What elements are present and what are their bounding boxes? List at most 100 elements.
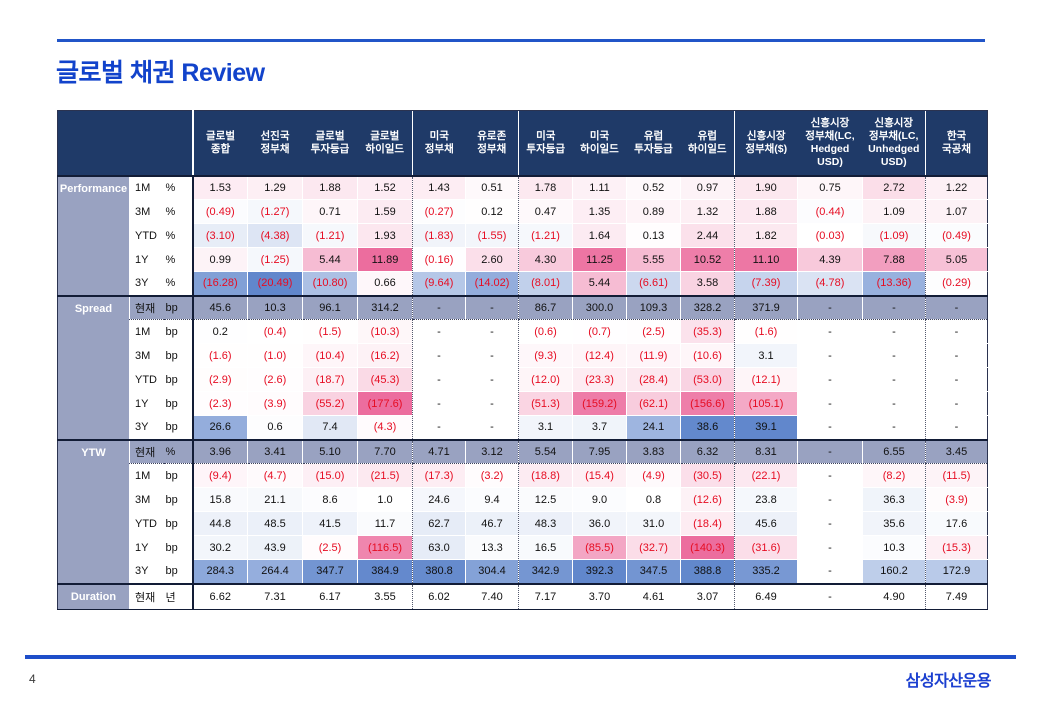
unit-label: % (165, 205, 176, 218)
value-cell: - (465, 415, 519, 440)
table-row: 3M bp 15.8 21.1 8.6 1.0 24.6 9.4 12.5 9.0 0.8 (12.6… (58, 487, 988, 512)
value-cell: 7.95 (572, 438, 627, 464)
row-group-label: Performance (57, 175, 130, 296)
value-cell: - (465, 367, 519, 392)
value-cell: 26.6 (191, 415, 248, 440)
value-cell: 3.55 (357, 582, 413, 610)
value-cell: - (862, 415, 926, 440)
value-cell: 11.7 (357, 511, 413, 536)
value-cell: (1.09) (862, 223, 926, 248)
value-cell: - (925, 319, 988, 344)
value-cell: 1.32 (680, 199, 735, 224)
value-cell: 5.54 (518, 438, 573, 464)
value-cell: 7.17 (518, 582, 573, 610)
value-cell: (45.3) (357, 367, 413, 392)
period-label: YTD (129, 367, 164, 392)
value-cell: 16.5 (518, 535, 573, 560)
value-cell: 11.10 (734, 247, 798, 272)
period-label: 1Y (129, 247, 164, 272)
value-cell: (0.6) (518, 319, 573, 344)
column-header: 유럽 투자등급 (626, 110, 681, 177)
column-header: 글로벌 하이일드 (357, 110, 413, 177)
value-cell: (1.27) (247, 199, 303, 224)
value-cell: 1.52 (357, 175, 413, 200)
value-cell: 1.43 (412, 175, 466, 200)
value-cell: 1.78 (518, 175, 573, 200)
value-cell: - (797, 559, 863, 584)
value-cell: 1.88 (302, 175, 358, 200)
period-label: YTD (129, 511, 164, 536)
value-cell: 17.6 (925, 511, 988, 536)
value-cell: (0.49) (925, 223, 988, 248)
value-cell: 23.8 (734, 487, 798, 512)
table-row: 1Y bp 30.2 43.9 (2.5) (116.5) 63.0 13.3 16.5 (85.… (58, 535, 988, 560)
value-cell: (4.3) (357, 415, 413, 440)
value-cell: 62.7 (412, 511, 466, 536)
value-cell: 7.88 (862, 247, 926, 272)
value-cell: (6.61) (626, 271, 681, 296)
value-cell: 7.70 (357, 438, 413, 464)
value-cell: (3.9) (247, 391, 303, 416)
value-cell: (0.7) (572, 319, 627, 344)
value-cell: 6.17 (302, 582, 358, 610)
value-cell: 1.88 (734, 199, 798, 224)
value-cell: (8.2) (862, 463, 926, 488)
value-cell: - (797, 319, 863, 344)
value-cell: (30.5) (680, 463, 735, 488)
value-cell: 264.4 (247, 559, 303, 584)
value-cell: 86.7 (518, 294, 573, 320)
value-cell: - (797, 535, 863, 560)
value-cell: 6.32 (680, 438, 735, 464)
column-header: 한국 국공채 (925, 110, 988, 177)
value-cell: 1.0 (357, 487, 413, 512)
heatmap-table: 글로벌 종합 선진국 정부채 글로벌 투자등급 글로벌 하이일드 미국 정부채 유로존 정… (57, 110, 988, 610)
value-cell: 36.0 (572, 511, 627, 536)
table-row: 3Y bp 26.6 0.6 7.4 (4.3) - -3.1 3.7 24.1 38.6 39.1-… (58, 415, 988, 440)
value-cell: 11.25 (572, 247, 627, 272)
value-cell: 5.44 (572, 271, 627, 296)
value-cell: (12.1) (734, 367, 798, 392)
table-row: 3Y bp 284.3 264.4 347.7 384.9 380.8 304.4 342.9 3… (58, 559, 988, 584)
title-rule (57, 39, 985, 42)
value-cell: 6.02 (412, 582, 466, 610)
value-cell: - (925, 343, 988, 368)
value-cell: 24.1 (626, 415, 681, 440)
value-cell: - (412, 367, 466, 392)
value-cell: (32.7) (626, 535, 681, 560)
value-cell: (12.4) (572, 343, 627, 368)
value-cell: 41.5 (302, 511, 358, 536)
value-cell: 3.70 (572, 582, 627, 610)
value-cell: 3.96 (191, 438, 248, 464)
value-cell: 335.2 (734, 559, 798, 584)
value-cell: 0.13 (626, 223, 681, 248)
table-row: 1Y bp (2.3) (3.9) (55.2) (177.6) - - (51.3) (159.… (58, 391, 988, 416)
value-cell: 0.2 (191, 319, 248, 344)
table-row: YTD bp (2.9) (2.6) (18.7) (45.3) - - (12.0) (23.3… (58, 367, 988, 392)
value-cell: (177.6) (357, 391, 413, 416)
value-cell: (2.5) (302, 535, 358, 560)
value-cell: (4.38) (247, 223, 303, 248)
value-cell: (0.29) (925, 271, 988, 296)
value-cell: 43.9 (247, 535, 303, 560)
value-cell: (14.02) (465, 271, 519, 296)
value-cell: 3.1 (734, 343, 798, 368)
table-row: 1M bp 0.2 (0.4) (1.5) (10.3) - - (0.6) (0.7) (2.5)… (58, 319, 988, 344)
value-cell: 4.90 (862, 582, 926, 610)
unit-label: 년 (163, 582, 193, 610)
value-cell: 2.44 (680, 223, 735, 248)
value-cell: - (862, 391, 926, 416)
value-cell: 371.9 (734, 294, 798, 320)
value-cell: 38.6 (680, 415, 735, 440)
value-cell: - (797, 294, 863, 320)
value-cell: 1.53 (191, 175, 248, 200)
bond-review-table: 글로벌 종합 선진국 정부채 글로벌 투자등급 글로벌 하이일드 미국 정부채 유로존 정… (57, 110, 988, 610)
value-cell: 3.58 (680, 271, 735, 296)
value-cell: 12.5 (518, 487, 573, 512)
period-label: 현재 (129, 294, 164, 320)
table-row: Performance 1M% 1.53 1.29 1.88 1.52 1.43 0.51 1.… (57, 175, 988, 296)
value-cell: (3.10) (191, 223, 248, 248)
value-cell: 5.55 (626, 247, 681, 272)
value-cell: 8.6 (302, 487, 358, 512)
value-cell: (1.21) (302, 223, 358, 248)
